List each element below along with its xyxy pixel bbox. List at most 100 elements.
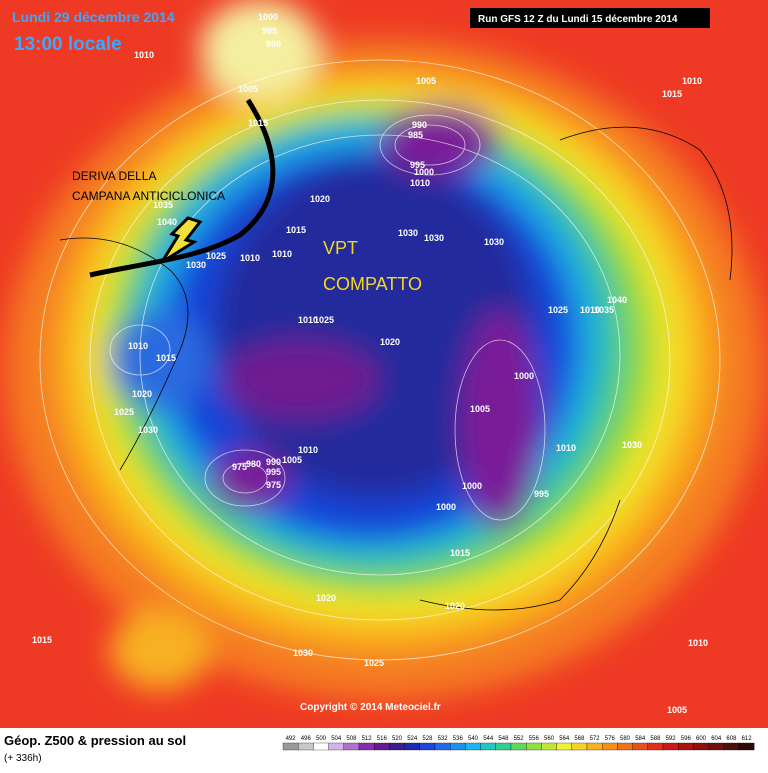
scale-label: 504 <box>331 736 342 742</box>
isobar-label: 1040 <box>157 217 177 227</box>
isobar-label: 1010 <box>580 305 600 315</box>
annotation: DERIVA DELLA <box>72 169 156 183</box>
scale-cell <box>419 742 436 751</box>
scale-label: 580 <box>620 736 631 742</box>
isobar-label: 1000 <box>258 12 278 22</box>
drift-arrow-head <box>160 216 203 264</box>
annotation: COMPATTO <box>323 274 422 294</box>
isobar-label: 1000 <box>414 167 434 177</box>
isobar-label: 1015 <box>662 89 682 99</box>
scale-cell <box>389 742 405 751</box>
isobar-label: 1015 <box>248 118 268 128</box>
scale-label: 532 <box>438 736 449 742</box>
isobar-label: 1015 <box>156 353 176 363</box>
isobar-label: 995 <box>262 26 277 36</box>
scale-cell <box>374 742 390 751</box>
isobar-label: 1010 <box>128 341 148 351</box>
scale-cell <box>586 742 603 751</box>
scale-label: 592 <box>666 736 677 742</box>
isobar-label: 985 <box>408 130 423 140</box>
isobar-label: 975 <box>232 462 247 472</box>
footer-lead: (+ 336h) <box>4 753 42 764</box>
scale-cell <box>556 742 572 751</box>
isobar-label: 1000 <box>436 502 456 512</box>
isobar-label: 1030 <box>622 440 642 450</box>
isobar-label: 1010 <box>682 76 702 86</box>
isobar-label: 1015 <box>286 225 306 235</box>
scale-cell <box>404 742 420 751</box>
isobar-label: 1020 <box>132 389 152 399</box>
scale-cell <box>358 742 375 751</box>
scale-cell <box>571 742 588 751</box>
isobar-label: 1010 <box>134 50 154 60</box>
scale-label: 520 <box>392 736 403 742</box>
scale-label: 584 <box>635 736 646 742</box>
scale-label: 508 <box>346 736 357 742</box>
scale-cell <box>465 742 481 751</box>
copyright: Copyright © 2014 Meteociel.fr <box>300 702 441 713</box>
isobar-label: 990 <box>266 39 281 49</box>
isobar-label: 1010 <box>556 443 576 453</box>
isobar-label: 1020 <box>310 194 330 204</box>
scale-cell <box>526 742 542 751</box>
isobar-label: 1035 <box>153 200 173 210</box>
scale-cell <box>434 742 451 751</box>
isobar-label: 1030 <box>484 237 504 247</box>
isobar-label: 980 <box>246 459 261 469</box>
scale-label: 540 <box>468 736 479 742</box>
scale-cell <box>708 742 724 751</box>
scale-cell <box>495 742 512 751</box>
isobar-labels: 1000995990101010051015100510151010990985… <box>32 12 708 715</box>
scale-label: 552 <box>514 736 525 742</box>
scale-cell <box>602 742 618 751</box>
color-scale: 492 496 500 504 508 512 516 520 524 528 532 536 540 5… <box>282 736 755 751</box>
local-time: 13:00 locale <box>14 34 122 55</box>
isobar-label: 1030 <box>138 425 158 435</box>
scale-label: 600 <box>696 736 707 742</box>
annotation: CAMPANA ANTICICLONICA <box>72 189 225 203</box>
isobar-label: 1030 <box>186 260 206 270</box>
coastlines <box>59 126 733 611</box>
isobar-label: 1010 <box>240 253 260 263</box>
isobar-label: 1000 <box>462 481 482 491</box>
scale-cell <box>662 742 679 751</box>
isobar-label: 1030 <box>293 648 313 658</box>
isobar-label: 995 <box>534 489 549 499</box>
scale-cell <box>678 742 694 751</box>
scale-label: 500 <box>316 736 327 742</box>
isobar-label: 1020 <box>316 593 336 603</box>
isobar-label: 1035 <box>594 305 614 315</box>
footer-title: Géop. Z500 & pression au sol <box>4 733 186 748</box>
scale-label: 512 <box>362 736 373 742</box>
isobar-label: 1025 <box>364 658 384 668</box>
scale-label: 612 <box>742 736 753 742</box>
scale-cell <box>313 742 329 751</box>
isobar-label: 1005 <box>238 84 258 94</box>
isobar-label: 1015 <box>450 548 470 558</box>
scale-cell <box>450 742 466 751</box>
isobar-label: 1020 <box>380 337 400 347</box>
isobar-label: 1010 <box>298 445 318 455</box>
isobar-label: 1005 <box>282 455 302 465</box>
scale-label: 572 <box>590 736 601 742</box>
isobar-label: 1005 <box>416 76 436 86</box>
scale-label: 564 <box>559 736 570 742</box>
annotation: VPT <box>323 238 358 258</box>
scale-label: 604 <box>711 736 722 742</box>
isobars <box>39 59 721 661</box>
date: Lundi 29 décembre 2014 <box>12 9 175 25</box>
scale-cell <box>723 742 740 751</box>
scale-label: 548 <box>498 736 509 742</box>
scale-label: 536 <box>453 736 464 742</box>
isobar-label: 1000 <box>514 371 534 381</box>
isobar-label: 1015 <box>32 635 52 645</box>
scale-cell <box>617 742 633 751</box>
isobar-label: 1030 <box>398 228 418 238</box>
drift-arrow-curve <box>89 98 276 278</box>
isobar-label: 1020 <box>445 601 465 611</box>
run-info: Run GFS 12 Z du Lundi 15 décembre 2014 <box>478 14 678 25</box>
scale-label: 568 <box>574 736 585 742</box>
scale-label: 524 <box>407 736 418 742</box>
run-box <box>470 8 710 28</box>
